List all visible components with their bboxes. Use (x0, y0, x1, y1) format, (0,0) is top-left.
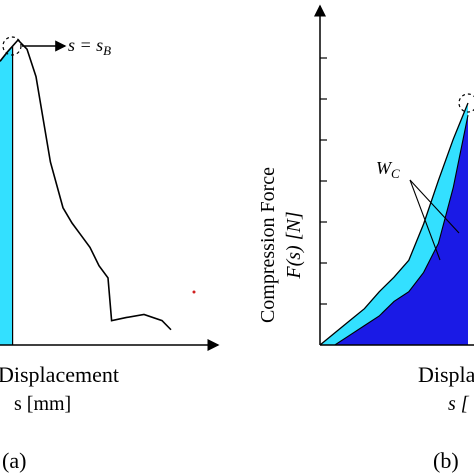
panel-b: WC Compression Force F(s) [N] Displa s [… (257, 4, 474, 473)
outer-curve-b (319, 102, 469, 346)
peak-marker-a (2, 36, 22, 56)
x-axis-label-b-line2: s [ (448, 393, 470, 415)
panel-a-label: (a) (2, 448, 26, 473)
inner-curve-b (334, 114, 469, 346)
annotation-sub-a: B (103, 43, 111, 58)
force-curve-a (0, 38, 172, 331)
x-axis-label-b-line1: Displa (418, 362, 474, 387)
x-axis-label-a-line1: Displacement (0, 362, 119, 387)
stray-dot (192, 290, 196, 294)
annotation-sub-b: C (391, 166, 400, 181)
x-axis-label-a-line2: s [mm] (14, 393, 71, 415)
y-ticks-b (320, 57, 327, 305)
annotation-label-a: s = sB (68, 35, 111, 58)
annotation-leader-b-2 (409, 179, 460, 234)
shaded-area-a (0, 46, 13, 345)
panel-a: s = sB Displacement s [mm] (a) (0, 35, 220, 473)
panel-b-label: (b) (433, 448, 459, 473)
y-axis-label-b-line1: Compression Force (257, 167, 279, 323)
peak-marker-b (458, 93, 474, 113)
area-dark-b (334, 115, 468, 345)
y-axis-label-b-line2: F(s) [N] (283, 211, 305, 279)
annotation-label-b: WC (376, 158, 400, 181)
annotation-leader-b-1 (409, 179, 441, 261)
